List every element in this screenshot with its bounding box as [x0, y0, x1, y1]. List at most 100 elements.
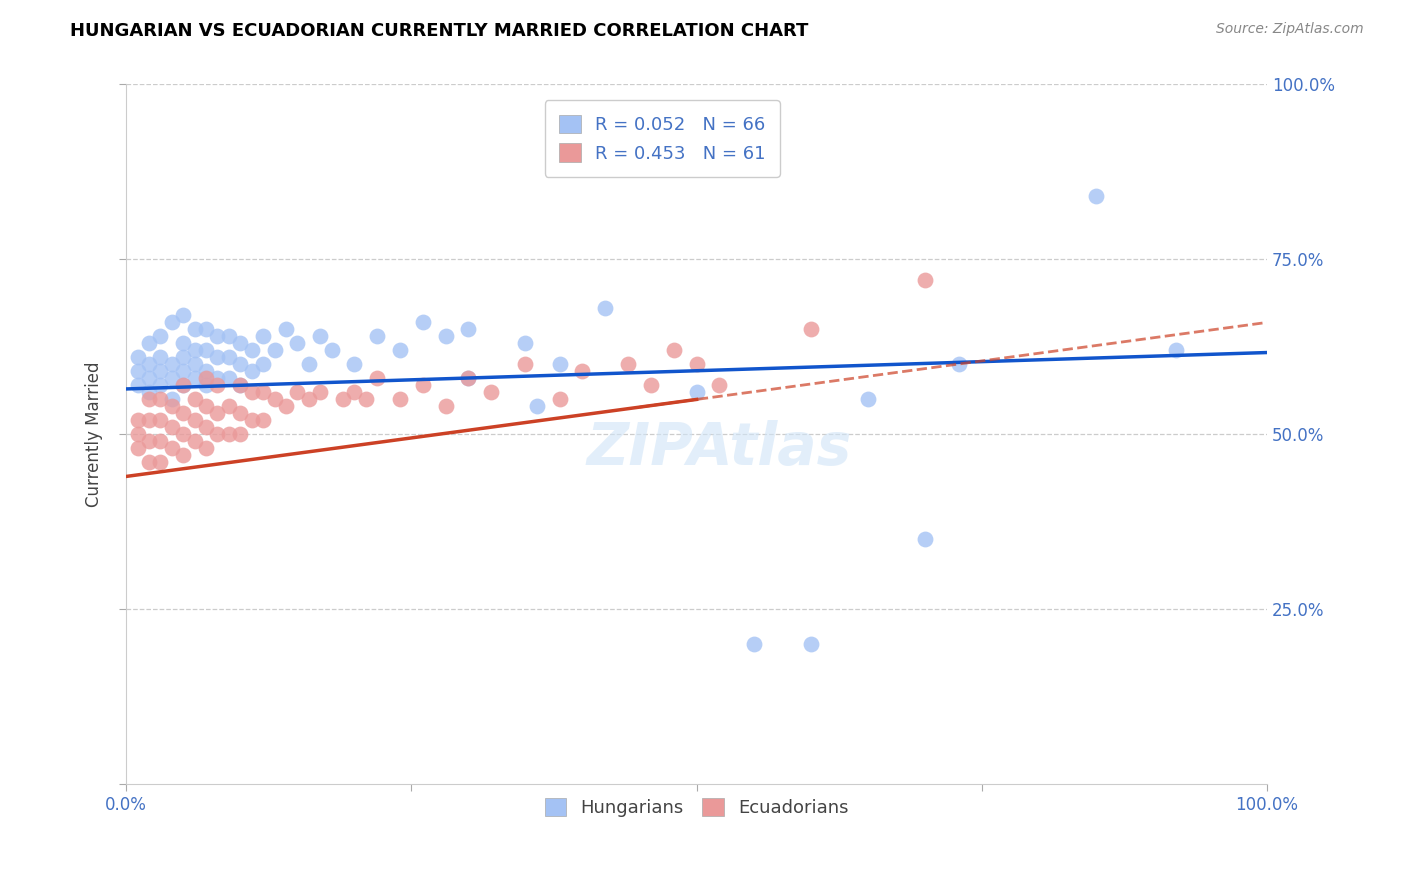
Legend: Hungarians, Ecuadorians: Hungarians, Ecuadorians: [537, 790, 856, 824]
Point: [252, 385, 274, 400]
Y-axis label: Currently Married: Currently Married: [86, 361, 103, 508]
Point: [195, 371, 218, 385]
Point: [195, 364, 218, 378]
Point: [138, 455, 160, 469]
Point: [948, 358, 970, 372]
Point: [172, 406, 194, 420]
Point: [252, 329, 274, 343]
Point: [595, 301, 617, 316]
Point: [685, 358, 707, 372]
Point: [160, 400, 183, 414]
Point: [1164, 343, 1187, 358]
Point: [548, 358, 571, 372]
Point: [127, 351, 149, 365]
Point: [1084, 189, 1107, 203]
Point: [149, 455, 172, 469]
Point: [160, 392, 183, 407]
Point: [343, 358, 366, 372]
Point: [274, 322, 297, 336]
Point: [127, 364, 149, 378]
Text: ZIPAtlas: ZIPAtlas: [586, 420, 852, 477]
Point: [709, 378, 731, 392]
Point: [149, 351, 172, 365]
Point: [800, 322, 823, 336]
Point: [127, 378, 149, 392]
Point: [127, 442, 149, 456]
Point: [252, 413, 274, 427]
Point: [207, 329, 229, 343]
Point: [183, 343, 205, 358]
Point: [617, 358, 640, 372]
Point: [640, 378, 662, 392]
Point: [914, 533, 936, 547]
Text: HUNGARIAN VS ECUADORIAN CURRENTLY MARRIED CORRELATION CHART: HUNGARIAN VS ECUADORIAN CURRENTLY MARRIE…: [70, 22, 808, 40]
Point: [412, 378, 434, 392]
Point: [366, 371, 388, 385]
Point: [207, 378, 229, 392]
Point: [218, 351, 240, 365]
Point: [172, 427, 194, 442]
Point: [138, 434, 160, 449]
Point: [183, 371, 205, 385]
Point: [240, 385, 263, 400]
Point: [457, 371, 479, 385]
Point: [218, 371, 240, 385]
Point: [285, 336, 308, 351]
Point: [309, 329, 332, 343]
Point: [479, 385, 502, 400]
Point: [195, 378, 218, 392]
Point: [240, 343, 263, 358]
Point: [388, 343, 411, 358]
Point: [160, 442, 183, 456]
Point: [662, 343, 685, 358]
Point: [229, 406, 252, 420]
Text: Source: ZipAtlas.com: Source: ZipAtlas.com: [1216, 22, 1364, 37]
Point: [263, 392, 285, 407]
Point: [515, 336, 537, 351]
Point: [172, 378, 194, 392]
Point: [138, 336, 160, 351]
Point: [195, 343, 218, 358]
Point: [218, 427, 240, 442]
Point: [138, 385, 160, 400]
Point: [160, 371, 183, 385]
Point: [298, 392, 321, 407]
Point: [149, 364, 172, 378]
Point: [240, 413, 263, 427]
Point: [229, 427, 252, 442]
Point: [195, 400, 218, 414]
Point: [195, 322, 218, 336]
Point: [229, 378, 252, 392]
Point: [149, 413, 172, 427]
Point: [742, 637, 765, 651]
Point: [412, 315, 434, 329]
Point: [207, 427, 229, 442]
Point: [218, 329, 240, 343]
Point: [285, 385, 308, 400]
Point: [263, 343, 285, 358]
Point: [127, 413, 149, 427]
Point: [856, 392, 879, 407]
Point: [127, 427, 149, 442]
Point: [388, 392, 411, 407]
Point: [138, 358, 160, 372]
Point: [172, 449, 194, 463]
Point: [207, 351, 229, 365]
Point: [160, 358, 183, 372]
Point: [685, 385, 707, 400]
Point: [207, 371, 229, 385]
Point: [172, 309, 194, 323]
Point: [149, 378, 172, 392]
Point: [138, 371, 160, 385]
Point: [183, 392, 205, 407]
Point: [160, 420, 183, 434]
Point: [149, 434, 172, 449]
Point: [457, 371, 479, 385]
Point: [195, 420, 218, 434]
Point: [298, 358, 321, 372]
Point: [229, 358, 252, 372]
Point: [526, 400, 548, 414]
Point: [343, 385, 366, 400]
Point: [366, 329, 388, 343]
Point: [138, 392, 160, 407]
